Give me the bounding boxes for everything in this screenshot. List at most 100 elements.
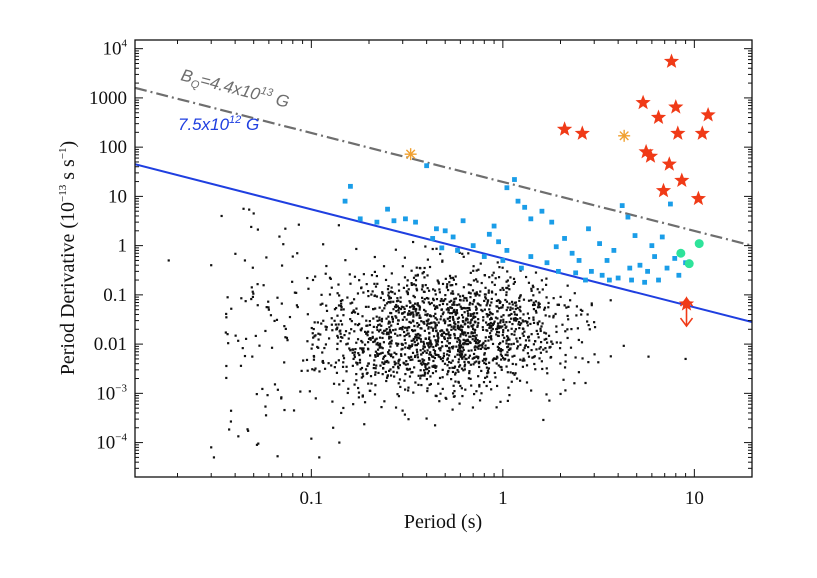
pulsar-point: [434, 339, 437, 342]
pulsar-point: [442, 311, 445, 314]
pulsar-point: [463, 355, 466, 358]
pulsar-point: [510, 343, 513, 346]
pulsar-point: [532, 307, 536, 311]
pulsar-point: [331, 329, 334, 332]
pulsar-point: [389, 341, 392, 344]
pulsar-point: [446, 370, 450, 373]
pulsar-point: [422, 340, 425, 344]
pulsar-point: [356, 338, 360, 341]
pulsar-point: [422, 347, 425, 350]
hbp-point: [544, 260, 550, 266]
pulsar-point: [567, 305, 570, 308]
pulsar-point: [521, 327, 525, 330]
pulsar-point: [463, 311, 466, 314]
pulsar-point: [543, 306, 547, 309]
pulsar-point: [438, 376, 442, 380]
pulsar-point: [534, 368, 537, 371]
pulsar-point: [441, 376, 444, 379]
pulsar-point: [342, 308, 345, 311]
pulsar-point: [378, 352, 381, 356]
pulsar-point: [500, 368, 503, 371]
magnetar-point: [574, 125, 590, 140]
pulsar-point: [576, 327, 579, 330]
pulsar-point: [353, 383, 356, 386]
pulsar-point: [524, 320, 527, 323]
pulsar-point: [396, 305, 399, 308]
pulsar-point: [373, 340, 376, 343]
pulsar-point: [472, 300, 475, 303]
pulsar-point: [434, 370, 438, 373]
pulsar-point: [486, 300, 489, 303]
pulsar-point: [405, 318, 408, 321]
pulsar-point: [418, 305, 421, 308]
pulsar-point: [445, 286, 448, 289]
pulsar-point: [411, 358, 414, 361]
pulsar-point: [421, 358, 424, 361]
pulsar-point: [474, 305, 477, 308]
pulsar-point: [505, 291, 508, 294]
pulsar-point: [514, 307, 517, 311]
pulsar-point: [381, 347, 384, 350]
pulsar-point: [460, 329, 464, 332]
pulsar-point: [415, 312, 418, 315]
pulsar-point: [318, 370, 321, 373]
pulsar-point: [403, 379, 406, 382]
pulsar-point: [506, 329, 510, 332]
pulsar-point: [438, 291, 441, 294]
pulsar-point: [530, 287, 533, 290]
pulsar-point: [575, 314, 578, 317]
pulsar-point: [479, 290, 482, 293]
pulsar-point: [486, 323, 489, 326]
pulsar-point: [374, 354, 377, 357]
pulsar-point: [548, 315, 551, 318]
pulsar-point: [448, 300, 451, 303]
pulsar-point: [280, 397, 283, 400]
pulsar-point: [451, 315, 455, 319]
pulsar-point: [296, 252, 299, 255]
pulsar-point: [449, 284, 452, 287]
pulsar-point: [549, 345, 552, 349]
pulsar-point: [401, 325, 404, 329]
pulsar-point: [382, 265, 386, 268]
pulsar-point: [497, 307, 501, 310]
pulsar-point: [497, 364, 500, 367]
pulsar-point: [388, 321, 391, 324]
pulsar-point: [237, 435, 240, 438]
pulsar-point: [534, 300, 538, 303]
pulsar-point: [429, 345, 432, 348]
pulsar-point: [436, 340, 440, 343]
pulsar-point: [405, 333, 408, 336]
pulsar-point: [461, 346, 465, 349]
pulsar-point: [427, 370, 431, 373]
pulsar-point: [329, 277, 332, 280]
pulsar-point: [501, 266, 504, 269]
pulsar-point: [461, 342, 465, 345]
pulsar-point: [336, 347, 339, 351]
pulsar-point: [526, 352, 530, 355]
pulsar-point: [352, 310, 355, 313]
pulsar-point: [514, 316, 517, 320]
pulsar-point: [527, 281, 531, 284]
pulsar-point: [437, 280, 440, 284]
pulsar-point: [317, 338, 320, 341]
pulsar-point: [425, 351, 428, 355]
pulsar-point: [478, 344, 482, 347]
pulsar-point: [413, 329, 417, 332]
pulsar-point: [352, 298, 356, 301]
pulsar-point: [341, 336, 344, 339]
pulsar-point: [225, 316, 228, 319]
pulsar-point: [534, 309, 537, 313]
pulsar-point: [509, 347, 512, 350]
pulsar-point: [397, 283, 400, 286]
pulsar-point: [566, 284, 569, 287]
pulsar-point: [414, 274, 417, 277]
pulsar-point: [556, 303, 559, 306]
pulsar-point: [394, 406, 398, 409]
pulsar-point: [545, 350, 548, 353]
pulsar-point: [270, 346, 274, 349]
pulsar-point: [456, 368, 459, 372]
pulsar-point: [453, 395, 456, 398]
pulsar-point: [424, 365, 427, 369]
pulsar-point: [374, 355, 377, 358]
